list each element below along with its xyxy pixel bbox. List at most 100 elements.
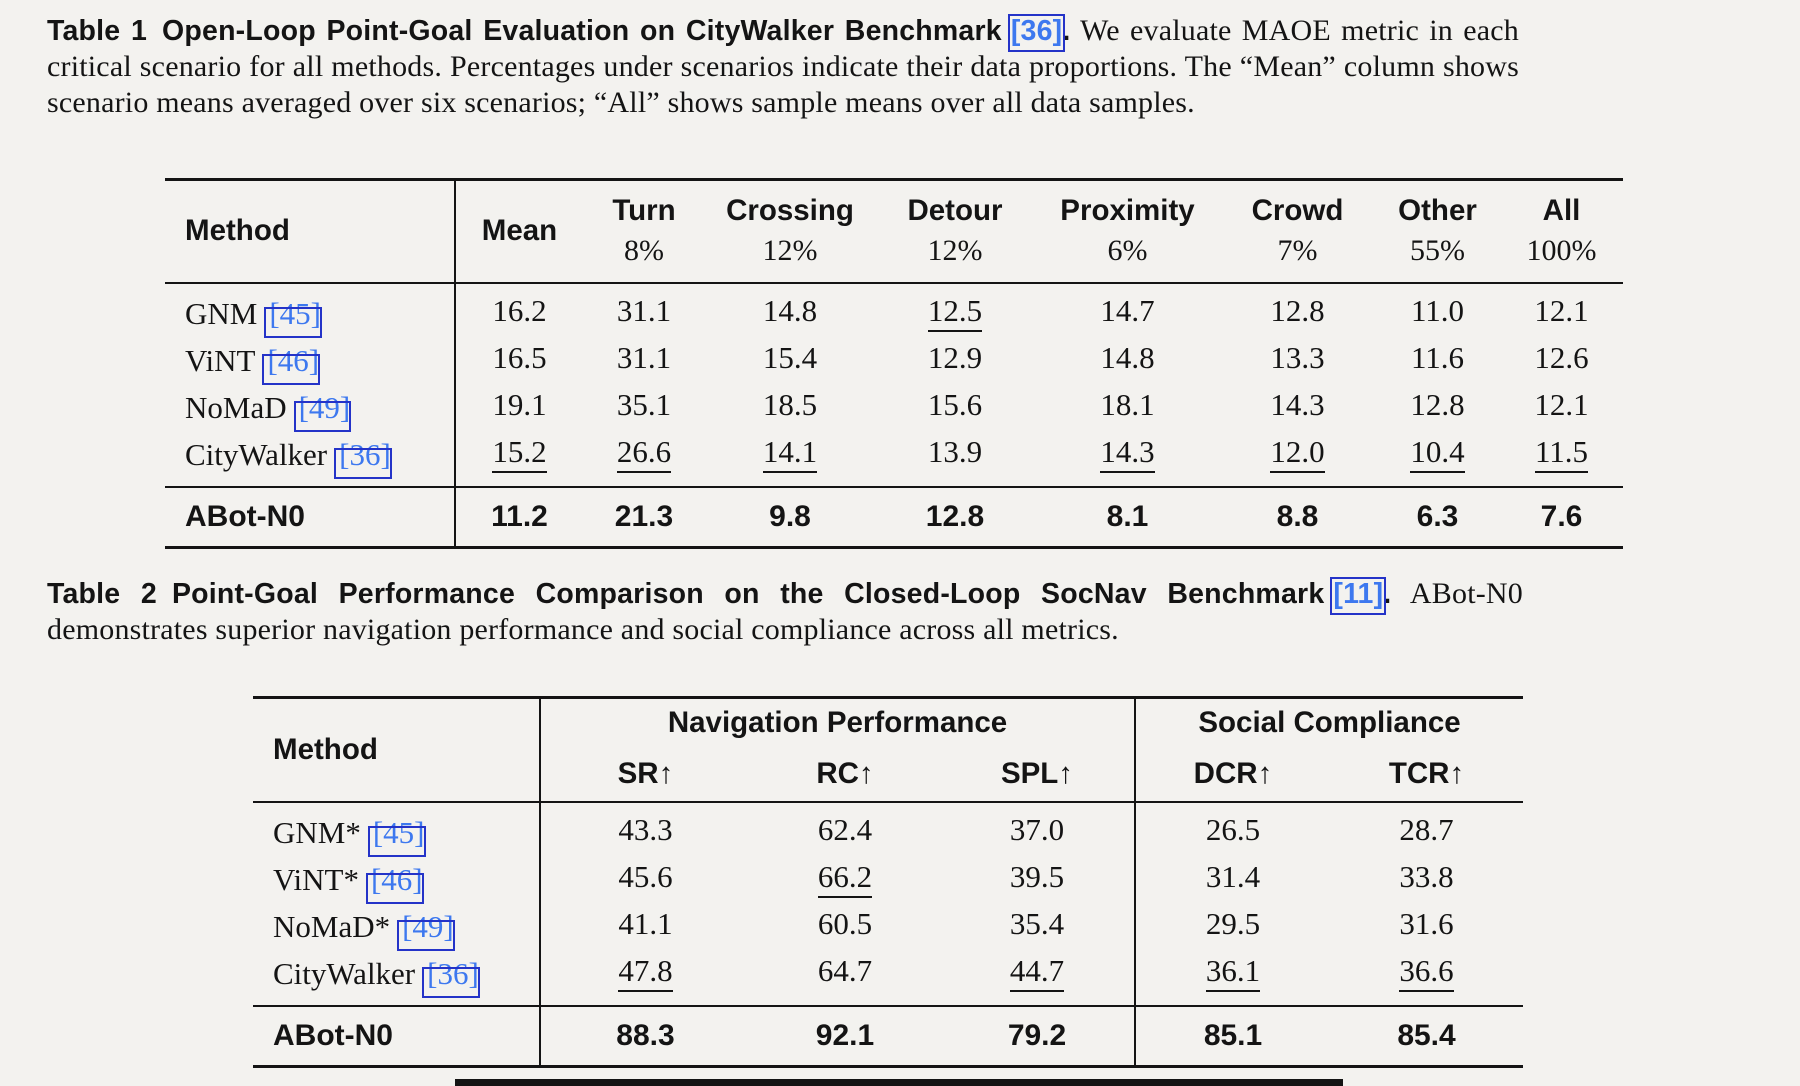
col-header-spl: SPL↑ <box>1000 757 1074 790</box>
table1-title-text: Open-Loop Point-Goal Evaluation on CityW… <box>162 15 1002 47</box>
metric-cell: 62.4 <box>817 811 873 847</box>
metric-cell: 14.7 <box>1100 292 1155 328</box>
metric-cell: 8.1 <box>1106 499 1149 533</box>
citation-link-46[interactable]: [46] <box>262 342 320 385</box>
citation-link-36[interactable]: [36] <box>1007 14 1066 52</box>
metric-cell: 36.6 <box>1330 950 1523 1006</box>
metric-cell: 92.1 <box>815 1018 875 1052</box>
metric-cell: 79.2 <box>1007 1018 1067 1052</box>
metric-cell: 12.1 <box>1534 292 1589 328</box>
metric-cell: 15.6 <box>927 386 983 422</box>
metric-cell: 7.6 <box>1540 499 1583 533</box>
table2-group-header-row: Method Navigation Performance Social Com… <box>253 697 1524 766</box>
metric-cell: 6.3 <box>1416 499 1459 533</box>
metric-cell: 11.5 <box>1500 431 1623 487</box>
col-header-rc: RC↑ <box>816 757 874 790</box>
col-header-crossing: Crossing 12% <box>726 194 854 268</box>
method-cell: GNM [45] <box>185 295 322 338</box>
metric-cell: 64.7 <box>817 952 873 988</box>
col-header-mean: Mean <box>454 179 583 283</box>
metric-cell: 21.3 <box>614 499 674 533</box>
metric-cell: 31.1 <box>616 292 672 328</box>
metric-cell: 12.5 <box>875 283 1035 337</box>
col-header-proximity: Proximity 6% <box>1060 194 1195 268</box>
metric-cell: 45.6 <box>539 855 750 903</box>
metric-cell: 8.8 <box>1276 499 1319 533</box>
metric-cell: 28.7 <box>1399 811 1454 847</box>
citation-link-46[interactable]: [46] <box>366 861 424 904</box>
method-cell: NoMaD* [49] <box>273 908 455 951</box>
citation-link-36[interactable]: [36] <box>422 955 480 998</box>
metric-cell: 36.1 <box>1134 949 1331 1006</box>
metric-cell: 26.6 <box>583 431 705 487</box>
metric-cell: 14.3 <box>1035 431 1220 487</box>
metric-cell: 31.6 <box>1399 905 1454 941</box>
metric-cell: 19.1 <box>454 383 583 431</box>
col-header-other: Other 55% <box>1398 194 1477 268</box>
metric-cell: 10.4 <box>1375 431 1500 487</box>
metric-cell: 12.6 <box>1534 339 1589 375</box>
table1-header-row: Method Mean Turn 8% Crossing 12% Detour 12%… <box>165 179 1623 283</box>
col-header-crowd: Crowd 7% <box>1251 194 1344 268</box>
metric-cell: 29.5 <box>1134 902 1331 950</box>
col-header-detour: Detour 12% <box>907 194 1003 268</box>
col-header-dcr: DCR↑ <box>1134 747 1331 802</box>
metric-cell: 18.1 <box>1100 386 1155 422</box>
table-row-vint-star: ViNT* [46] 45.6 66.2 39.5 31.4 33.8 <box>253 855 1523 904</box>
table-row-gnm: GNM [45] 16.2 31.1 14.8 12.5 14.7 12.8 11… <box>165 282 1623 338</box>
col-header-method: Method <box>185 214 290 248</box>
metric-cell: 26.5 <box>1134 801 1331 856</box>
metric-cell: 12.1 <box>1534 386 1589 422</box>
table-row-citywalker: CityWalker [36] 15.2 26.6 14.1 13.9 14.3 … <box>165 430 1623 487</box>
table-row-vint: ViNT [46] 16.5 31.1 15.4 12.9 14.8 13.3 1… <box>165 336 1623 385</box>
col-header-turn: Turn 8% <box>612 194 676 268</box>
table2-caption-body: ABot-N0 demonstrates superior navigation… <box>47 577 1523 646</box>
title-period: . <box>1383 578 1392 610</box>
table2-label: Table 2 <box>47 578 157 610</box>
citation-link-49[interactable]: [49] <box>397 908 455 951</box>
table1-label: Table 1 <box>47 15 148 47</box>
citation-link-45[interactable]: [45] <box>264 295 322 338</box>
metric-cell: 35.1 <box>616 386 672 422</box>
metric-cell: 12.8 <box>1410 386 1465 422</box>
method-cell: ABot-N0 <box>185 499 305 533</box>
metric-cell: 85.1 <box>1134 1005 1331 1066</box>
metric-cell: 12.0 <box>1220 431 1375 487</box>
cropped-next-table-rule <box>455 1079 1343 1086</box>
metric-cell: 12.8 <box>925 499 985 533</box>
table2-subheader-row: SR↑ RC↑ SPL↑ DCR↑ TCR↑ <box>253 747 1524 802</box>
metric-cell: 15.2 <box>454 430 583 487</box>
metric-cell: 16.2 <box>454 282 583 337</box>
table-row-abot-n0: ABot-N0 11.2 21.3 9.8 12.8 8.1 8.8 6.3 7… <box>165 486 1623 547</box>
metric-cell: 14.3 <box>1270 386 1325 422</box>
table-row-citywalker: CityWalker [36] 47.8 64.7 44.7 36.1 36.6 <box>253 949 1523 1006</box>
citation-link-49[interactable]: [49] <box>293 389 351 432</box>
table2-caption: Table 2 Point-Goal Performance Comparison… <box>47 576 1523 648</box>
table2-title-text: Point-Goal Performance Comparison on the… <box>171 578 1325 610</box>
method-cell: ABot-N0 <box>273 1018 393 1052</box>
citation-link-36[interactable]: [36] <box>334 436 392 479</box>
citation-link-11[interactable]: [11] <box>1330 577 1387 615</box>
table-row-gnm-star: GNM* [45] 43.3 62.4 37.0 26.5 28.7 <box>253 801 1523 857</box>
table-row-nomad-star: NoMaD* [49] 41.1 60.5 35.4 29.5 31.6 <box>253 902 1523 951</box>
metric-cell: 39.5 <box>1009 858 1065 894</box>
metric-cell: 85.4 <box>1397 1018 1456 1052</box>
method-cell: CityWalker [36] <box>273 955 480 998</box>
col-header-all: All 100% <box>1526 194 1597 268</box>
metric-cell: 13.9 <box>927 433 983 469</box>
citation-link-45[interactable]: [45] <box>367 814 426 857</box>
metric-cell: 37.0 <box>1009 811 1065 847</box>
metric-cell: 14.8 <box>762 292 818 328</box>
metric-cell: 31.1 <box>616 339 672 375</box>
metric-cell: 14.8 <box>1100 339 1155 375</box>
metric-cell: 15.4 <box>762 339 818 375</box>
table1-caption-body: We evaluate MAOE metric in each critical… <box>47 14 1519 119</box>
table2-caption-title: Table 2 Point-Goal Performance Comparison… <box>47 577 1392 615</box>
group-header-navigation-performance: Navigation Performance <box>538 697 1136 748</box>
method-cell: GNM* [45] <box>273 814 426 857</box>
metric-cell: 33.8 <box>1399 858 1454 894</box>
metric-cell: 12.8 <box>1270 292 1325 328</box>
metric-cell: 43.3 <box>539 801 750 856</box>
method-cell: ViNT [46] <box>185 342 320 385</box>
